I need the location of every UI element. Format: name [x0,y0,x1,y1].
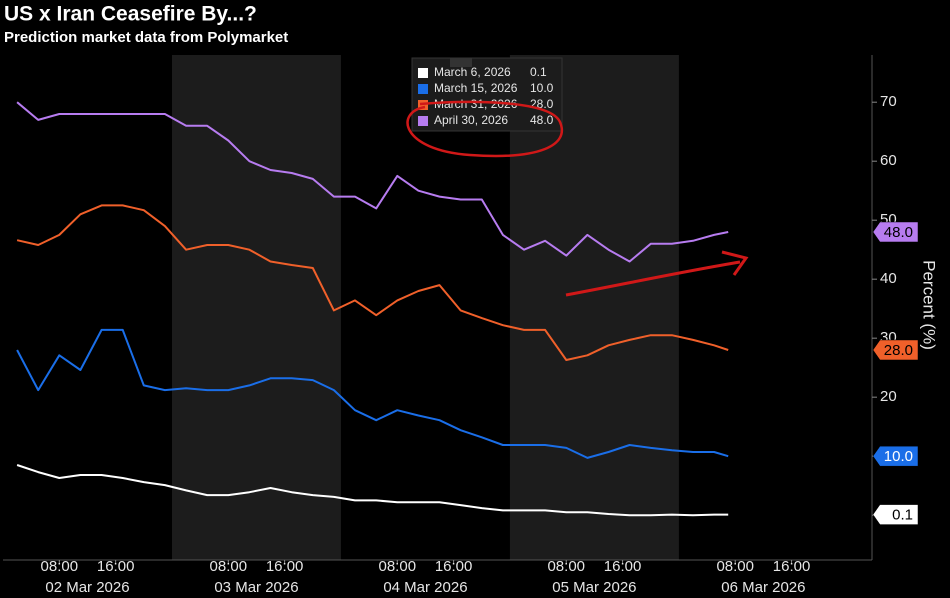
x-date-label: 06 Mar 2026 [721,579,805,596]
y-tick-label: 20 [880,388,897,405]
value-tag [872,445,919,467]
legend-swatch [418,84,428,94]
value-tag [872,339,919,361]
x-tick-label: 08:00 [716,558,754,575]
value-label: 0.1 [892,507,913,524]
x-date-label: 03 Mar 2026 [214,579,298,596]
x-tick-label: 16:00 [773,558,811,575]
value-label: 10.0 [884,448,913,465]
x-tick-label: 08:00 [379,558,417,575]
x-tick-label: 16:00 [604,558,642,575]
hand-circle [406,100,563,158]
x-tick-label: 08:00 [41,558,79,575]
x-date-label: 02 Mar 2026 [45,579,129,596]
hand-arrowhead [721,250,749,276]
value-label: 28.0 [884,342,913,359]
x-tick-label: 16:00 [435,558,473,575]
legend-box [411,57,563,132]
legend-value: 10.0 [530,81,554,95]
y-tick-label: 40 [880,270,897,287]
legend-label: March 31, 2026 [434,97,518,111]
legend-label: April 30, 2026 [434,113,508,127]
chart-subtitle: Prediction market data from Polymarket [4,29,288,46]
value-tag [872,504,919,525]
legend-swatch [418,68,428,78]
x-date-label: 05 Mar 2026 [552,579,636,596]
x-tick-label: 16:00 [266,558,304,575]
legend: March 6, 2026 0.1 March 15, 2026 10.0 March … [411,57,563,132]
chart-title: US x Iran Ceasefire By...? [4,3,257,26]
y-tick-label: 60 [880,152,897,169]
legend-icon [450,58,472,67]
series-line [16,101,729,263]
legend-value: 48.0 [530,113,554,127]
legend-value: 0.1 [530,65,547,79]
x-tick-label: 08:00 [547,558,585,575]
day-band [171,55,341,560]
x-tick-label: 08:00 [210,558,248,575]
plot [16,101,729,517]
day-band [509,55,679,560]
value-label: 48.0 [884,224,913,241]
series-line [16,204,729,361]
series-line [16,464,729,517]
x-tick-label: 16:00 [97,558,135,575]
value-tag [872,221,919,243]
day-bands [171,55,679,560]
x-date-label: 04 Mar 2026 [383,579,467,596]
annotation [406,100,749,297]
series-line [16,328,729,459]
legend-label: March 15, 2026 [434,81,518,95]
y-axis-label: Percent (%) [920,260,939,350]
legend-label: March 6, 2026 [434,65,511,79]
legend-swatch [418,116,428,126]
y-tick-label: 70 [880,93,897,110]
hand-arrow [565,260,741,297]
